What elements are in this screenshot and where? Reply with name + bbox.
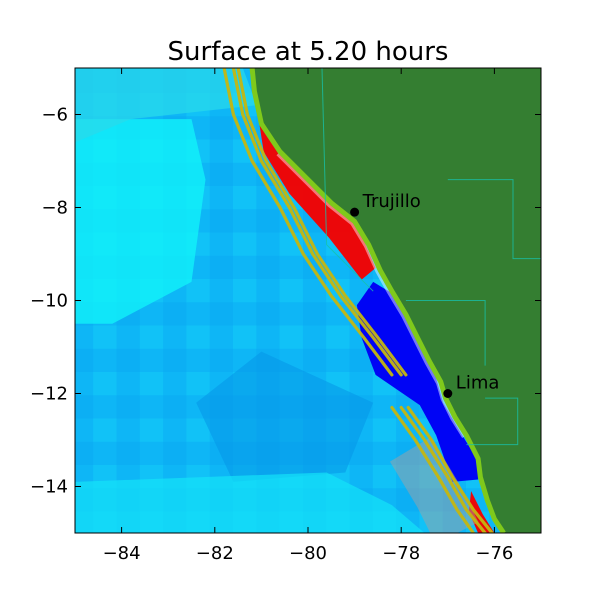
shelf-water-patch (75, 68, 257, 143)
southern-light-water-patch (75, 472, 425, 533)
land-area (252, 68, 541, 533)
x-tick-label-2: −82 (196, 543, 234, 564)
fault-line-4 (399, 405, 487, 533)
land-boundaries (321, 68, 541, 446)
x-tick-label-1: −84 (103, 543, 141, 564)
fault-line-5 (390, 405, 475, 533)
fault-lines (222, 68, 494, 533)
trujillo-label: Trujillo (362, 191, 421, 212)
lima-marker (443, 389, 453, 398)
x-tick-label-4: −78 (382, 543, 420, 564)
y-tick-label-4: −12 (30, 384, 68, 405)
gray-boundary-haze (389, 436, 479, 533)
map-plot-area: Trujillo Lima (75, 68, 541, 533)
light-water-patch (75, 119, 206, 324)
coastline (249, 68, 506, 533)
fault-line-3 (236, 68, 408, 377)
fault-line-6 (406, 405, 494, 533)
water-depth-patches (75, 68, 425, 533)
x-tick-label-5: −76 (475, 543, 513, 564)
boundary-line-2 (447, 179, 541, 260)
y-tick-label-2: −8 (41, 198, 68, 219)
y-tick-label-3: −10 (30, 291, 68, 312)
boundary-line-1 (321, 68, 374, 292)
boundary-line-4 (466, 397, 519, 446)
fault-line-2 (222, 68, 394, 377)
chart-title: Surface at 5.20 hours (168, 37, 449, 67)
fault-line-1 (231, 68, 403, 377)
lima-label: Lima (456, 373, 500, 394)
y-axis: −6 −8 −10 −12 −14 (30, 105, 541, 498)
boundary-line-3 (405, 300, 486, 366)
y-tick-label-5: −14 (30, 477, 68, 498)
x-axis: −84 −82 −80 −78 −76 (103, 68, 513, 564)
deep-water-patch (196, 351, 374, 482)
negative-surface-anomaly (356, 281, 479, 482)
y-tick-label-1: −6 (41, 105, 68, 126)
trujillo-marker (350, 207, 360, 217)
place-markers: Trujillo Lima (350, 191, 499, 398)
x-tick-label-3: −80 (289, 543, 327, 564)
